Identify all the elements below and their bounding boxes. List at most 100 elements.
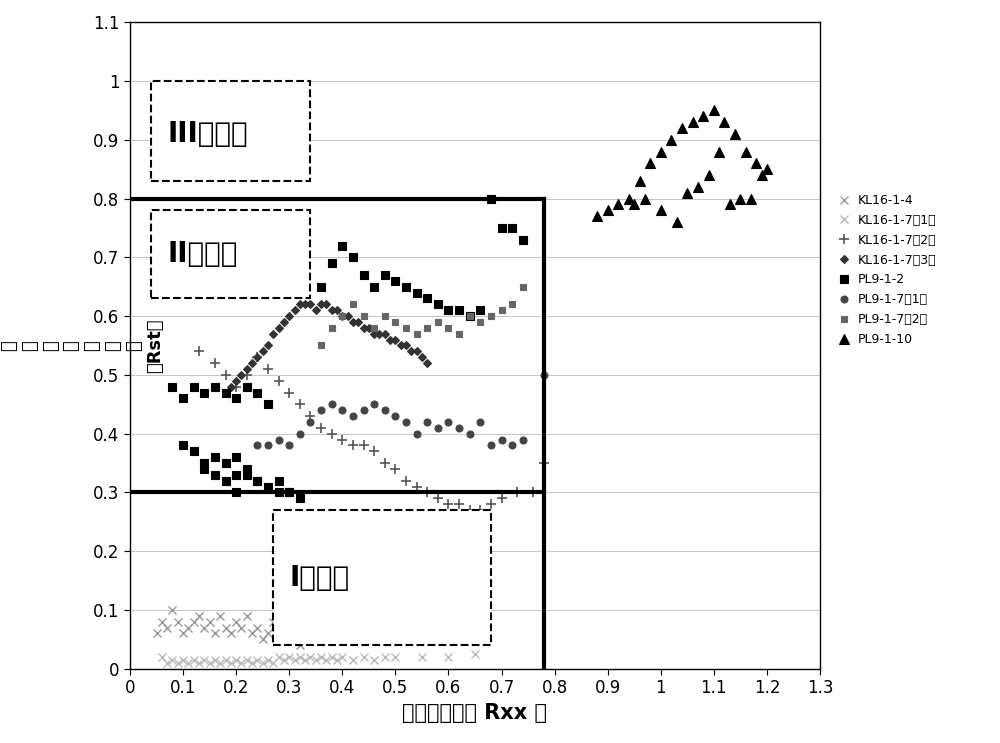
Y-axis label: 斯
通
利
波
幅
度
比
（Rst）: 斯 通 利 波 幅 度 比 （Rst） xyxy=(0,318,164,373)
PL9-1-10 xyxy=(644,159,656,168)
KL16-1-7（3） xyxy=(421,359,433,368)
PL9-1-2 xyxy=(400,282,412,291)
KL16-1-4 xyxy=(299,635,311,643)
Line: PL9-1-7（1）: PL9-1-7（1） xyxy=(254,372,547,449)
KL16-1-7（1） xyxy=(198,655,210,664)
KL16-1-7（3） xyxy=(241,365,253,374)
KL16-1-7（3） xyxy=(225,382,237,391)
KL16-1-7（2） xyxy=(421,488,433,497)
PL9-1-7（2） xyxy=(485,311,497,320)
KL16-1-7（2） xyxy=(474,505,486,514)
PL9-1-7（1） xyxy=(453,424,465,432)
PL9-1-7（1） xyxy=(358,406,370,415)
KL16-1-7（2） xyxy=(273,376,285,385)
PL9-1-7（2） xyxy=(442,323,454,332)
PL9-1-10 xyxy=(665,135,677,144)
PL9-1-10 xyxy=(634,177,646,186)
PL9-1-10 xyxy=(591,212,603,221)
KL16-1-7（1） xyxy=(182,658,194,667)
KL16-1-7（2） xyxy=(358,441,370,450)
PL9-1-7（1） xyxy=(273,435,285,444)
KL16-1-7（3） xyxy=(289,306,301,315)
PL9-1-10 xyxy=(687,117,699,126)
KL16-1-7（2） xyxy=(241,371,253,380)
PL9-1-10 xyxy=(692,182,704,191)
KL16-1-7（1） xyxy=(358,652,370,661)
PL9-1-2 xyxy=(251,388,263,397)
KL16-1-7（3） xyxy=(304,300,316,309)
KL16-1-7（1） xyxy=(220,655,232,664)
KL16-1-7（1） xyxy=(246,658,258,667)
KL16-1-7（1） xyxy=(315,652,327,661)
PL9-1-7（1） xyxy=(294,429,306,438)
PL9-1-7（1） xyxy=(464,429,476,438)
PL9-1-10 xyxy=(697,112,709,121)
Line: KL16-1-7（1）: KL16-1-7（1） xyxy=(158,650,479,667)
Text: I类储层: I类储层 xyxy=(289,564,349,591)
PL9-1-7（1） xyxy=(389,412,401,421)
PL9-1-2 xyxy=(368,282,380,291)
KL16-1-7（1） xyxy=(214,658,226,667)
Line: PL9-1-7（2）: PL9-1-7（2） xyxy=(318,283,526,349)
KL16-1-7（3） xyxy=(235,371,247,380)
KL16-1-7（2） xyxy=(379,458,391,467)
PL9-1-10 xyxy=(681,188,693,197)
KL16-1-7（1） xyxy=(257,658,269,667)
PL9-1-10 xyxy=(724,200,736,209)
KL16-1-7（2） xyxy=(230,382,242,391)
PL9-1-10 xyxy=(676,123,688,132)
KL16-1-7（2） xyxy=(432,494,444,503)
KL16-1-4 xyxy=(182,623,194,632)
KL16-1-7（3） xyxy=(358,323,370,332)
KL16-1-7（1） xyxy=(273,652,285,661)
KL16-1-7（2） xyxy=(485,500,497,509)
PL9-1-7（2） xyxy=(326,323,338,332)
KL16-1-7（1） xyxy=(379,652,391,661)
KL16-1-7（1） xyxy=(172,658,184,667)
KL16-1-7（1） xyxy=(161,658,173,667)
KL16-1-7（2） xyxy=(304,412,316,421)
PL9-1-10 xyxy=(750,159,762,168)
KL16-1-7（1） xyxy=(442,652,454,661)
X-axis label: 横波幅度比（ Rxx ）: 横波幅度比（ Rxx ） xyxy=(402,703,548,723)
KL16-1-7（2） xyxy=(294,400,306,409)
KL16-1-4 xyxy=(166,606,178,614)
KL16-1-4 xyxy=(294,640,306,649)
PL9-1-7（1） xyxy=(442,418,454,426)
KL16-1-4 xyxy=(289,635,301,643)
KL16-1-7（2） xyxy=(193,347,205,356)
KL16-1-7（1） xyxy=(469,649,481,658)
PL9-1-10 xyxy=(729,129,741,138)
PL9-1-7（2） xyxy=(347,300,359,309)
KL16-1-7（2） xyxy=(511,488,523,497)
PL9-1-7（2） xyxy=(464,311,476,320)
KL16-1-7（1） xyxy=(241,655,253,664)
KL16-1-7（3） xyxy=(331,306,343,315)
KL16-1-4 xyxy=(151,629,163,638)
PL9-1-10 xyxy=(655,147,667,156)
Line: KL16-1-7（2）: KL16-1-7（2） xyxy=(194,346,549,515)
KL16-1-7（2） xyxy=(283,388,295,397)
PL9-1-7（1） xyxy=(485,441,497,450)
PL9-1-7（1） xyxy=(432,424,444,432)
KL16-1-4 xyxy=(220,623,232,632)
KL16-1-4 xyxy=(262,629,274,638)
Legend: KL16-1-4, KL16-1-7（1）, KL16-1-7（2）, KL16-1-7（3）, PL9-1-2, PL9-1-7（1）, PL9-1-7（2）: KL16-1-4, KL16-1-7（1）, KL16-1-7（2）, KL16… xyxy=(833,190,941,350)
KL16-1-7（3） xyxy=(416,353,428,362)
KL16-1-7（3） xyxy=(257,347,269,356)
PL9-1-7（1） xyxy=(304,418,316,426)
KL16-1-7（1） xyxy=(267,658,279,667)
PL9-1-7（2） xyxy=(411,329,423,338)
KL16-1-7（1） xyxy=(235,658,247,667)
KL16-1-4 xyxy=(172,617,184,626)
KL16-1-7（3） xyxy=(395,341,407,350)
PL9-1-7（1） xyxy=(506,441,518,450)
KL16-1-7（3） xyxy=(273,323,285,332)
PL9-1-10 xyxy=(639,194,651,203)
PL9-1-2 xyxy=(485,194,497,203)
KL16-1-4 xyxy=(198,623,210,632)
PL9-1-10 xyxy=(745,194,757,203)
KL16-1-7（3） xyxy=(326,306,338,315)
PL9-1-7（2） xyxy=(496,306,508,315)
KL16-1-7（1） xyxy=(320,655,332,664)
